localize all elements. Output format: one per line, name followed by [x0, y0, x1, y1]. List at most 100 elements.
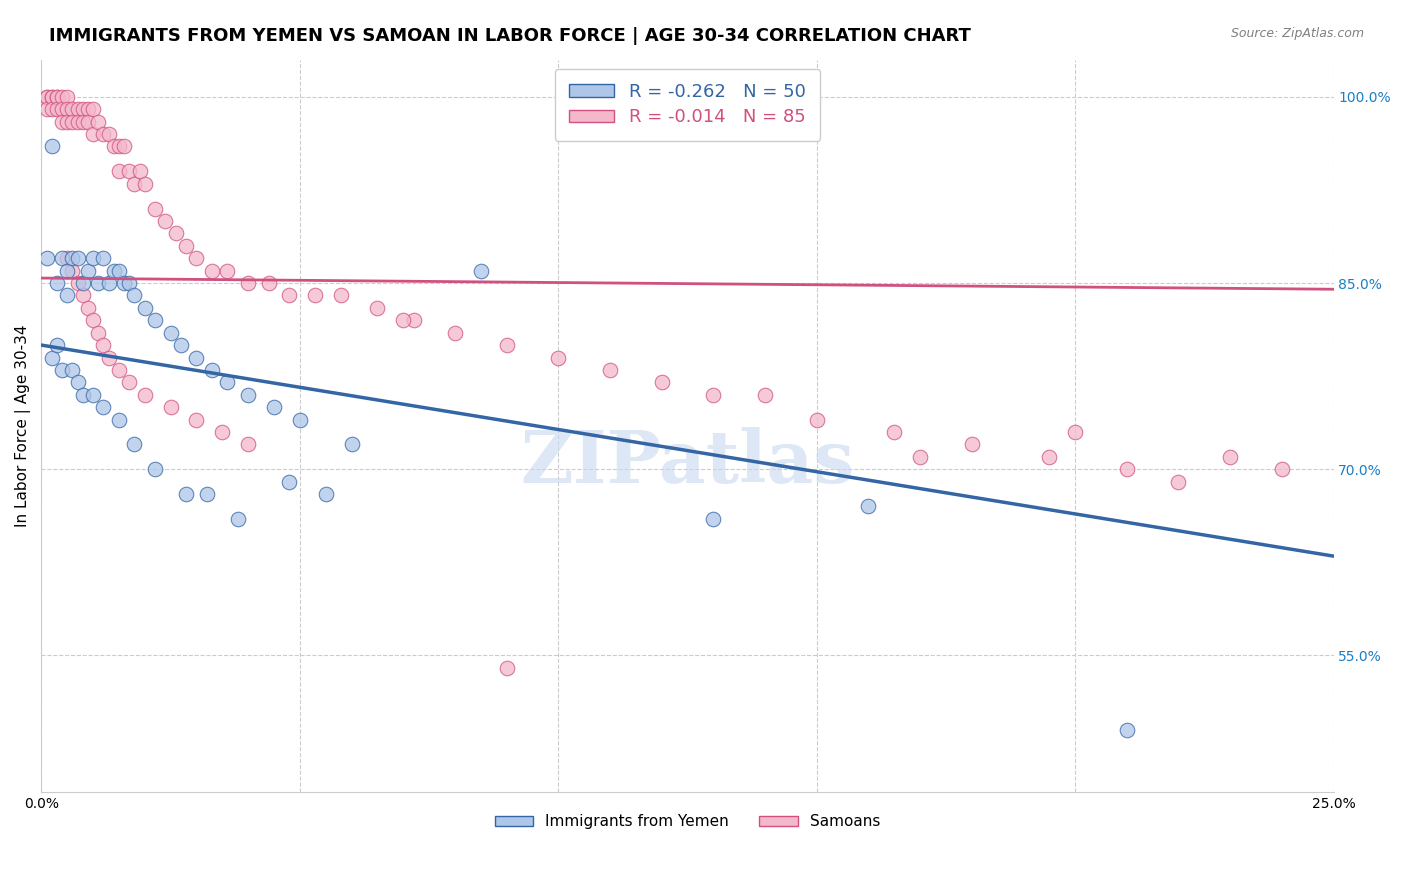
- Point: [112, 139, 135, 153]
- Point: [51, 102, 73, 116]
- Point: [56, 251, 79, 265]
- Point: [1219, 450, 1241, 464]
- Point: [340, 437, 363, 451]
- Point: [66, 376, 89, 390]
- Point: [112, 276, 135, 290]
- Point: [754, 388, 776, 402]
- Point: [93, 338, 115, 352]
- Point: [165, 227, 187, 241]
- Point: [56, 90, 79, 104]
- Point: [195, 487, 218, 501]
- Point: [124, 437, 146, 451]
- Point: [56, 114, 79, 128]
- Point: [93, 127, 115, 141]
- Point: [82, 251, 104, 265]
- Point: [1038, 450, 1060, 464]
- Point: [858, 500, 880, 514]
- Point: [118, 376, 141, 390]
- Point: [108, 263, 131, 277]
- Point: [366, 301, 388, 315]
- Point: [51, 251, 73, 265]
- Point: [1115, 723, 1137, 737]
- Point: [66, 251, 89, 265]
- Point: [41, 90, 63, 104]
- Point: [35, 251, 58, 265]
- Point: [51, 114, 73, 128]
- Point: [62, 363, 84, 377]
- Point: [470, 263, 492, 277]
- Point: [495, 338, 517, 352]
- Point: [174, 239, 197, 253]
- Point: [278, 475, 301, 489]
- Point: [883, 425, 905, 439]
- Point: [62, 114, 84, 128]
- Point: [87, 276, 110, 290]
- Point: [41, 139, 63, 153]
- Point: [217, 376, 239, 390]
- Point: [226, 512, 249, 526]
- Point: [103, 139, 125, 153]
- Point: [93, 400, 115, 414]
- Point: [128, 164, 150, 178]
- Point: [134, 177, 156, 191]
- Point: [45, 90, 67, 104]
- Point: [62, 251, 84, 265]
- Point: [702, 512, 724, 526]
- Point: [1271, 462, 1294, 476]
- Point: [217, 263, 239, 277]
- Point: [599, 363, 621, 377]
- Point: [155, 214, 177, 228]
- Point: [103, 263, 125, 277]
- Point: [93, 251, 115, 265]
- Point: [236, 388, 259, 402]
- Point: [118, 164, 141, 178]
- Point: [108, 412, 131, 426]
- Point: [41, 102, 63, 116]
- Point: [41, 90, 63, 104]
- Point: [72, 114, 94, 128]
- Point: [56, 102, 79, 116]
- Point: [134, 388, 156, 402]
- Point: [495, 661, 517, 675]
- Point: [41, 351, 63, 365]
- Point: [35, 90, 58, 104]
- Point: [62, 102, 84, 116]
- Point: [186, 412, 208, 426]
- Point: [186, 251, 208, 265]
- Point: [702, 388, 724, 402]
- Point: [56, 263, 79, 277]
- Point: [444, 326, 467, 340]
- Point: [62, 263, 84, 277]
- Point: [304, 288, 326, 302]
- Point: [97, 351, 120, 365]
- Point: [170, 338, 193, 352]
- Point: [82, 388, 104, 402]
- Point: [82, 313, 104, 327]
- Point: [211, 425, 233, 439]
- Point: [547, 351, 569, 365]
- Point: [66, 276, 89, 290]
- Point: [72, 288, 94, 302]
- Point: [77, 114, 100, 128]
- Point: [108, 164, 131, 178]
- Point: [159, 400, 181, 414]
- Point: [45, 102, 67, 116]
- Point: [159, 326, 181, 340]
- Point: [124, 288, 146, 302]
- Point: [143, 202, 166, 216]
- Point: [402, 313, 425, 327]
- Point: [315, 487, 337, 501]
- Point: [97, 276, 120, 290]
- Text: ZIPatlas: ZIPatlas: [520, 427, 855, 498]
- Point: [87, 114, 110, 128]
- Point: [72, 388, 94, 402]
- Point: [35, 102, 58, 116]
- Point: [51, 90, 73, 104]
- Point: [77, 263, 100, 277]
- Point: [1064, 425, 1087, 439]
- Point: [960, 437, 983, 451]
- Point: [45, 90, 67, 104]
- Point: [1167, 475, 1189, 489]
- Point: [77, 301, 100, 315]
- Point: [257, 276, 280, 290]
